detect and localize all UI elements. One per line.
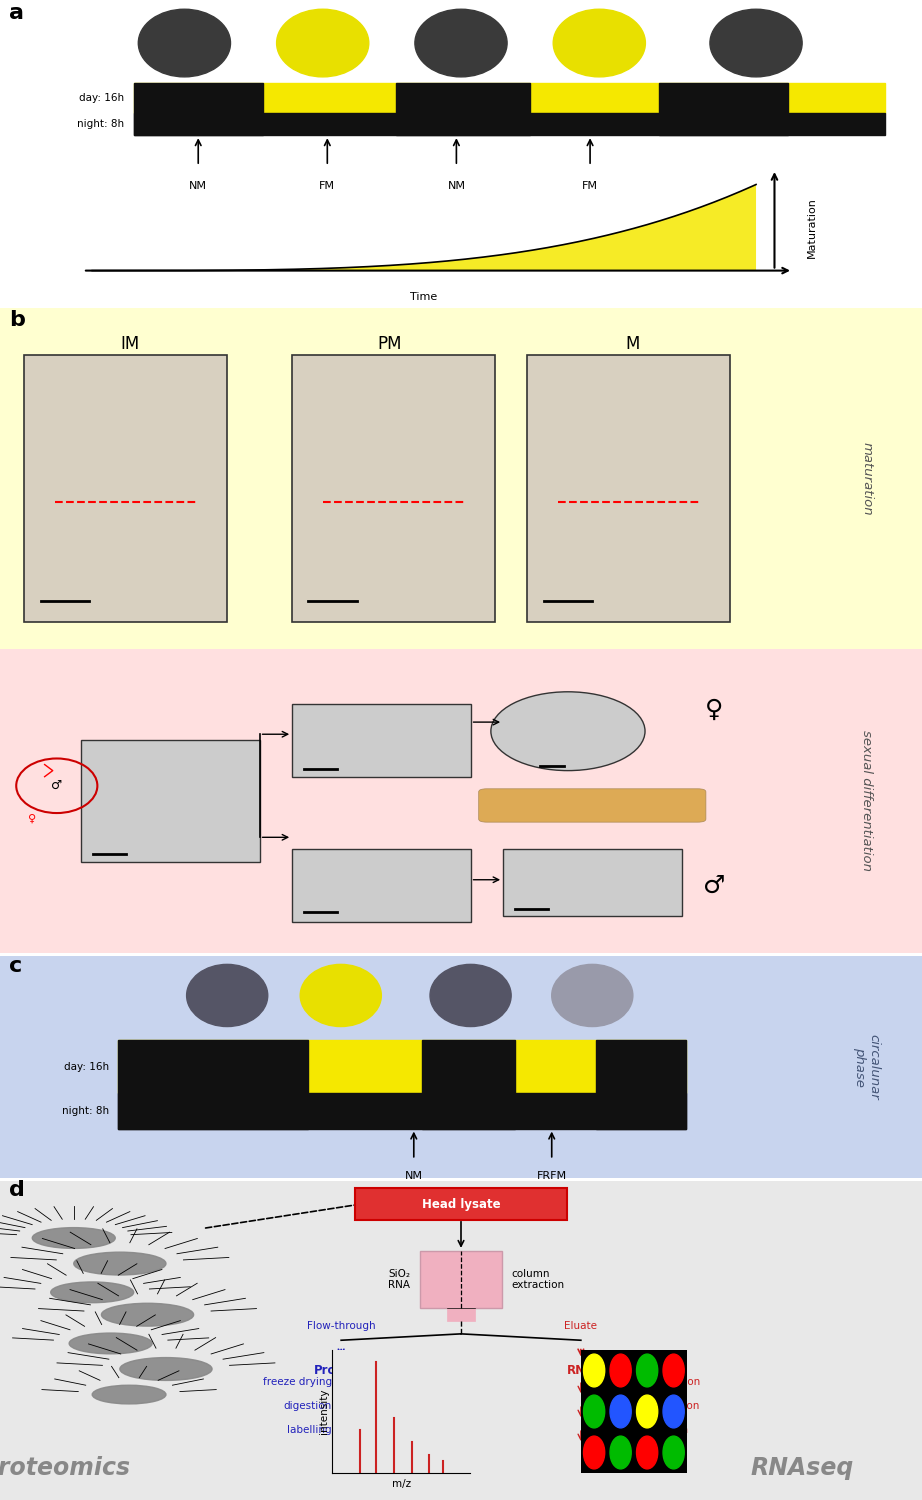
Bar	[422, 1040, 515, 1128]
Bar	[118, 1040, 686, 1094]
Text: proteomics: proteomics	[0, 1456, 130, 1480]
Bar	[292, 356, 495, 622]
Bar	[527, 356, 730, 622]
Bar	[597, 1040, 686, 1128]
X-axis label: m/z: m/z	[392, 1479, 410, 1488]
Ellipse shape	[101, 1304, 194, 1326]
Text: sexual differentiation: sexual differentiation	[860, 730, 873, 872]
Text: b: b	[9, 310, 25, 330]
Bar	[24, 356, 227, 622]
Circle shape	[636, 1354, 657, 1388]
Ellipse shape	[32, 1227, 115, 1248]
Text: Time: Time	[410, 292, 438, 302]
Ellipse shape	[277, 9, 369, 76]
Text: ♂: ♂	[703, 874, 726, 898]
Circle shape	[636, 1395, 657, 1428]
Text: FM: FM	[319, 182, 336, 192]
Bar	[420, 1251, 502, 1308]
Text: FRFM: FRFM	[537, 1172, 567, 1180]
Ellipse shape	[92, 1384, 166, 1404]
Text: night: 8h: night: 8h	[77, 120, 124, 129]
Text: NM: NM	[189, 182, 207, 192]
Text: c: c	[9, 956, 22, 975]
FancyBboxPatch shape	[355, 1188, 567, 1221]
Circle shape	[584, 1354, 605, 1388]
Bar	[134, 82, 885, 114]
Ellipse shape	[186, 964, 267, 1026]
Ellipse shape	[138, 9, 230, 76]
Text: RNA: RNA	[567, 1364, 595, 1377]
Text: column
extraction: column extraction	[512, 1269, 565, 1290]
Ellipse shape	[301, 964, 382, 1026]
Text: Proteins: Proteins	[313, 1364, 369, 1377]
Ellipse shape	[74, 1252, 166, 1275]
FancyBboxPatch shape	[479, 789, 706, 822]
Text: d: d	[9, 1180, 25, 1200]
Bar	[292, 849, 470, 922]
Bar	[81, 741, 260, 861]
Ellipse shape	[415, 9, 507, 76]
Text: day: 16h: day: 16h	[79, 93, 124, 104]
Text: PM: PM	[377, 334, 402, 352]
Polygon shape	[92, 184, 756, 270]
Text: FM: FM	[582, 182, 598, 192]
Text: reverse transcription: reverse transcription	[590, 1401, 700, 1410]
Circle shape	[584, 1395, 605, 1428]
Text: ♂: ♂	[51, 780, 63, 792]
Circle shape	[636, 1436, 657, 1468]
Text: Flow-through: Flow-through	[307, 1320, 375, 1330]
Ellipse shape	[120, 1358, 212, 1380]
Ellipse shape	[710, 9, 802, 76]
Ellipse shape	[553, 9, 645, 76]
Text: RNAseq: RNAseq	[751, 1456, 854, 1480]
Bar	[447, 1305, 475, 1322]
Text: ♀: ♀	[29, 815, 37, 824]
Text: Head lysate: Head lysate	[421, 1198, 501, 1210]
Text: IM: IM	[120, 334, 139, 352]
Circle shape	[610, 1354, 632, 1388]
Bar	[396, 82, 530, 135]
Bar	[118, 1040, 308, 1128]
Circle shape	[663, 1395, 684, 1428]
Text: NM: NM	[447, 182, 466, 192]
Text: circalunar
phase: circalunar phase	[853, 1034, 881, 1100]
Bar	[118, 1094, 686, 1128]
Text: library preparation: library preparation	[590, 1425, 688, 1434]
Text: SiO₂
RNA: SiO₂ RNA	[388, 1269, 410, 1290]
Text: M: M	[626, 334, 640, 352]
Circle shape	[663, 1436, 684, 1468]
Circle shape	[663, 1354, 684, 1388]
Text: night: 8h: night: 8h	[63, 1106, 110, 1116]
Ellipse shape	[491, 692, 645, 771]
Text: freeze drying: freeze drying	[263, 1377, 332, 1388]
Text: labelling: labelling	[288, 1425, 332, 1434]
Ellipse shape	[69, 1334, 152, 1354]
Bar	[134, 114, 885, 135]
Text: NM: NM	[405, 1172, 423, 1180]
Text: ♀: ♀	[705, 698, 723, 721]
Circle shape	[584, 1436, 605, 1468]
Text: a: a	[9, 3, 24, 22]
Text: maturation: maturation	[860, 441, 873, 515]
Ellipse shape	[551, 964, 632, 1026]
Text: mRNA fragmentation: mRNA fragmentation	[590, 1377, 701, 1388]
Text: Maturation: Maturation	[807, 196, 817, 258]
Circle shape	[610, 1436, 632, 1468]
Text: digestion: digestion	[284, 1401, 332, 1410]
Bar	[503, 849, 681, 916]
Bar	[134, 82, 263, 135]
Bar	[292, 704, 470, 777]
Ellipse shape	[430, 964, 511, 1026]
Ellipse shape	[51, 1282, 134, 1302]
Bar	[659, 82, 788, 135]
Text: day: 16h: day: 16h	[65, 1062, 110, 1071]
Text: Eluate: Eluate	[564, 1320, 597, 1330]
Y-axis label: intensity: intensity	[319, 1389, 329, 1434]
Circle shape	[610, 1395, 632, 1428]
